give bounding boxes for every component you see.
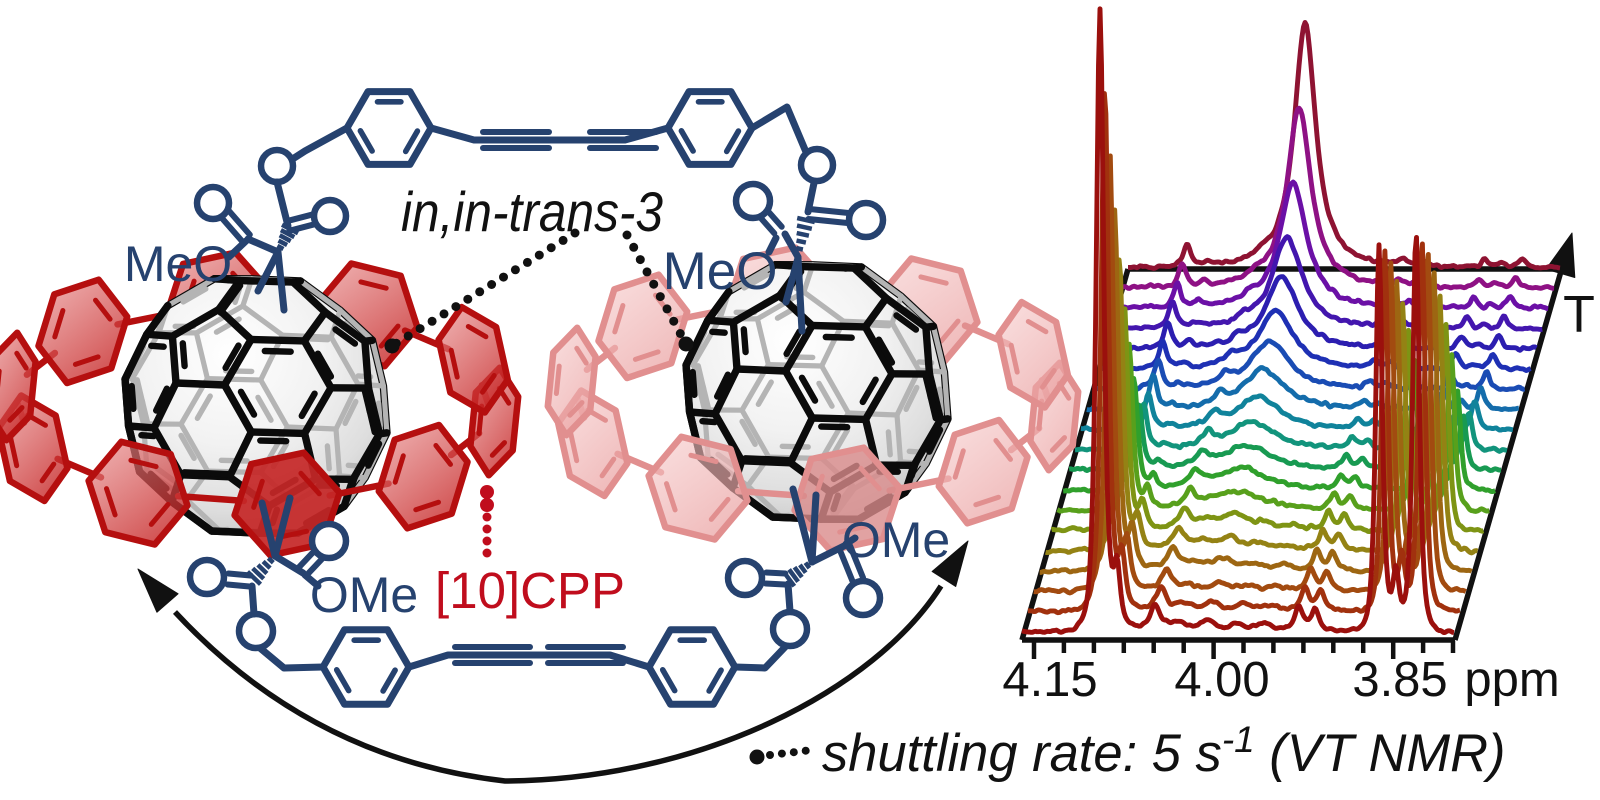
svg-text:4.15: 4.15	[1002, 653, 1097, 707]
svg-text:4.00: 4.00	[1174, 653, 1269, 707]
svg-text:ppm: ppm	[1464, 653, 1559, 707]
svg-text:[10]CPP: [10]CPP	[435, 562, 625, 619]
svg-text:OMe: OMe	[842, 512, 950, 568]
svg-text:MeO: MeO	[124, 236, 232, 292]
svg-text:shuttling rate: 5 s-1 (VT NMR): shuttling rate: 5 s-1 (VT NMR)	[822, 719, 1506, 783]
svg-text:in,in-trans-3: in,in-trans-3	[401, 180, 663, 243]
svg-text:MeO: MeO	[663, 242, 778, 301]
svg-text:3.85: 3.85	[1352, 653, 1447, 707]
svg-text:T: T	[1563, 286, 1595, 344]
svg-text:OMe: OMe	[310, 567, 418, 623]
